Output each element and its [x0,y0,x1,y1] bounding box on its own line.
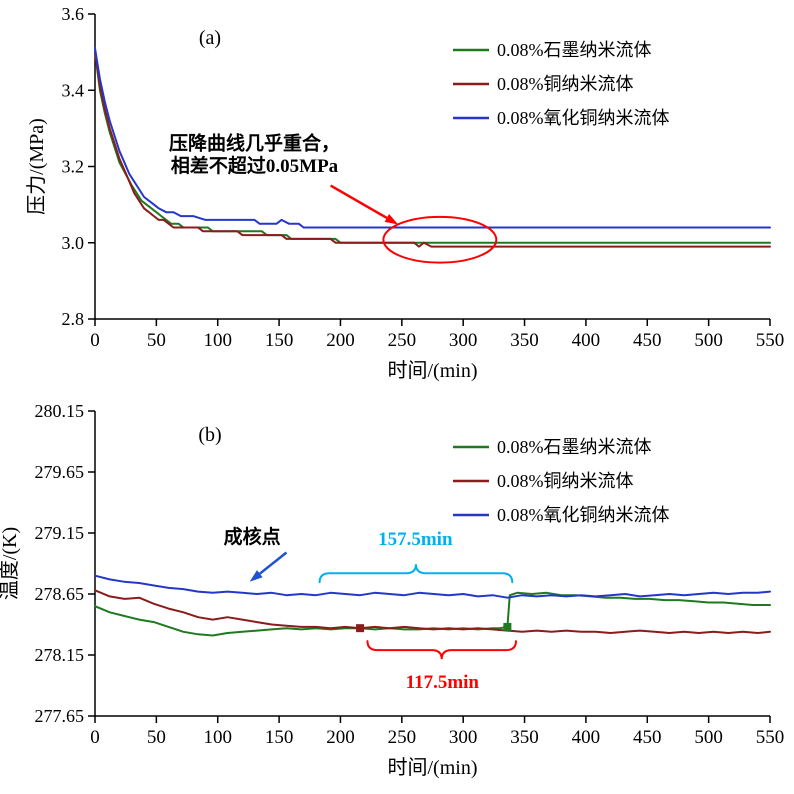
x-tick-label: 200 [326,727,355,748]
axes: 0 50 100 150 200 250 300 350 400 450 500 550 2.8 3.0 3… [62,4,785,351]
annotation-brace [366,640,517,660]
series-copper-oxide-line [94,574,771,599]
x-tick-label: 50 [147,727,166,748]
x-tick-label: 250 [388,727,417,748]
x-tick-label: 300 [449,330,478,351]
y-tick-label: 3.2 [62,157,85,177]
x-axis-title: 时间/(min) [388,756,478,779]
y-axis-title: 温度/(K) [0,527,21,600]
legend-entry-label: 0.08%铜纳米流体 [497,471,634,491]
legend-entry-label: 0.08%石墨纳米流体 [497,40,652,60]
x-tick-label: 150 [265,330,294,351]
chart-b-temperature: 0 50 100 150 200 250 300 350 400 450 500 550 277.65 2… [0,397,794,794]
x-tick-label: 350 [510,330,539,351]
x-tick-label: 450 [633,727,662,748]
annotation-text: 117.5min [406,672,480,693]
series-group [94,47,771,248]
x-tick-label: 550 [756,727,785,748]
chart-a-svg: 0 50 100 150 200 250 300 350 400 450 500 550 2.8 3.0 3… [25,4,785,382]
series-group [94,574,771,637]
x-tick-label: 450 [633,330,662,351]
annotation-text: 157.5min [378,529,453,550]
y-tick-label: 3.6 [62,4,85,24]
x-tick-label: 100 [203,330,232,351]
x-tick-label: 350 [510,727,539,748]
annotation-ellipse [382,215,498,264]
x-tick-label: 550 [756,330,785,351]
annotation-text: 相差不超过0.05MPa [171,154,339,177]
annotation-arrow [259,551,288,575]
series-graphite-line [94,591,771,637]
x-tick-label: 300 [449,727,478,748]
y-tick-label: 3.4 [62,80,85,100]
panel-label-a: (a) [199,27,221,49]
y-tick-label: 278.15 [35,645,85,665]
legend: 0.08%石墨纳米流体 0.08%铜纳米流体 0.08%氧化铜纳米流体 [453,437,670,525]
x-tick-label: 250 [388,330,417,351]
series-copper-line [94,51,771,248]
x-tick-label: 0 [90,330,100,351]
axes: 0 50 100 150 200 250 300 350 400 450 500 550 277.65 2… [35,401,785,748]
y-tick-label: 280.15 [35,401,85,421]
marker-square [356,624,365,633]
annotations: 压降曲线几乎重合，相差不超过0.05MPa [169,131,498,264]
x-axis-title: 时间/(min) [388,359,478,382]
y-tick-label: 277.65 [35,706,85,726]
legend-entry-label: 0.08%铜纳米流体 [497,74,634,94]
y-tick-label: 279.65 [35,462,85,482]
chart-b-svg: 0 50 100 150 200 250 300 350 400 450 500 550 277.65 2… [0,401,785,779]
annotation-arrow [330,184,388,220]
legend-entry-label: 0.08%石墨纳米流体 [497,437,652,457]
x-tick-label: 400 [572,330,601,351]
series-copper-line [94,589,771,634]
y-tick-label: 278.65 [35,584,85,604]
legend-entry-label: 0.08%氧化铜纳米流体 [497,505,670,525]
annotation-brace [318,564,514,584]
x-tick-label: 50 [147,330,166,351]
legend: 0.08%石墨纳米流体 0.08%铜纳米流体 0.08%氧化铜纳米流体 [453,40,670,128]
chart-a-pressure: 0 50 100 150 200 250 300 350 400 450 500 550 2.8 3.0 3… [25,4,785,382]
x-tick-label: 0 [90,727,100,748]
marker-square [503,622,512,631]
annotations: 成核点 157.5min 117.5min [224,525,517,693]
y-axis-title: 压力/(MPa) [25,118,48,215]
y-tick-label: 3.0 [62,233,85,253]
series-copper-oxide-line [94,47,771,229]
y-tick-label: 279.15 [35,523,85,543]
legend-entry-label: 0.08%氧化铜纳米流体 [497,108,670,128]
x-tick-label: 200 [326,330,355,351]
x-tick-label: 500 [694,727,723,748]
y-tick-label: 2.8 [62,309,85,329]
panel-label-b: (b) [198,424,221,446]
annotation-text: 压降曲线几乎重合， [169,131,340,154]
x-tick-label: 400 [572,727,601,748]
x-tick-label: 500 [694,330,723,351]
x-tick-label: 100 [203,727,232,748]
annotation-text: 成核点 [224,525,281,548]
x-tick-label: 150 [265,727,294,748]
annotation-arrowhead [384,214,399,225]
annotation-arrowhead [249,570,263,582]
